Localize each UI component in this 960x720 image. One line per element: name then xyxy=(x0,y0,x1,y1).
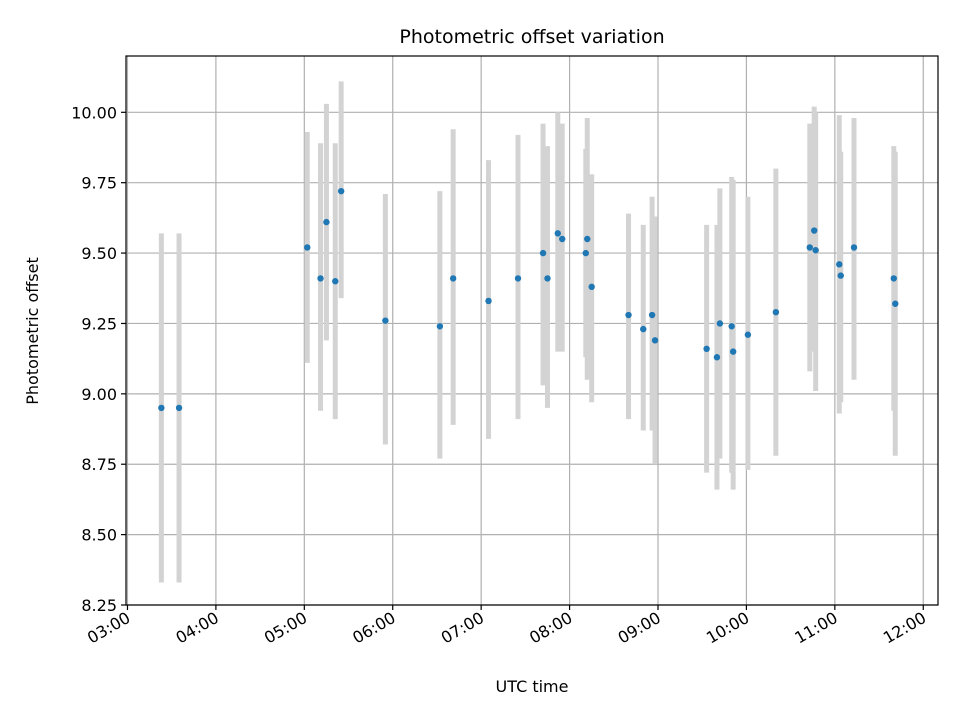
data-point xyxy=(837,272,844,279)
data-point xyxy=(806,244,813,251)
data-point xyxy=(716,320,724,327)
y-tick-label: 9.00 xyxy=(81,385,117,404)
data-point xyxy=(713,354,721,361)
chart-title: Photometric offset variation xyxy=(399,26,664,48)
y-tick-label: 9.25 xyxy=(81,314,117,333)
data-point xyxy=(811,227,818,234)
data-point xyxy=(332,278,339,285)
y-tick-label: 8.50 xyxy=(81,526,117,545)
data-point xyxy=(648,311,656,319)
y-tick-label: 8.25 xyxy=(81,596,117,615)
data-point xyxy=(485,297,492,305)
data-point xyxy=(304,244,311,251)
data-point xyxy=(323,218,330,226)
data-point xyxy=(436,323,444,330)
data-point xyxy=(588,283,595,291)
data-point xyxy=(812,247,819,254)
data-point xyxy=(559,235,566,243)
data-point xyxy=(337,187,345,195)
data-point xyxy=(772,309,780,316)
data-point xyxy=(582,249,589,257)
data-point xyxy=(651,337,659,344)
data-point xyxy=(175,404,183,412)
y-tick-label: 8.75 xyxy=(81,455,117,474)
data-point xyxy=(744,331,752,338)
x-axis-label: UTC time xyxy=(496,677,569,696)
data-point xyxy=(449,275,457,282)
data-point xyxy=(850,244,858,251)
y-axis-ticks: 8.25 8.50 8.75 9.00 9.25 9.50 9.75 10.00 xyxy=(71,103,126,615)
y-tick-label: 9.75 xyxy=(81,174,117,193)
data-point xyxy=(625,311,632,319)
y-axis-label: Photometric offset xyxy=(23,257,42,405)
axes-frame xyxy=(125,55,939,606)
data-point xyxy=(584,235,591,243)
data-point xyxy=(158,404,165,412)
data-point xyxy=(544,275,551,282)
data-point xyxy=(703,345,710,352)
data-points xyxy=(158,187,899,412)
data-point xyxy=(554,230,561,237)
data-point xyxy=(836,261,843,268)
data-point xyxy=(728,323,735,330)
data-point xyxy=(382,317,389,324)
y-tick-label: 10.00 xyxy=(71,103,117,122)
data-point xyxy=(640,325,647,333)
y-tick-label: 9.50 xyxy=(81,244,117,263)
data-point xyxy=(514,275,522,282)
data-point xyxy=(892,300,899,307)
data-point xyxy=(890,275,897,282)
data-point xyxy=(317,275,324,282)
data-point xyxy=(729,348,737,355)
data-point xyxy=(539,249,547,257)
